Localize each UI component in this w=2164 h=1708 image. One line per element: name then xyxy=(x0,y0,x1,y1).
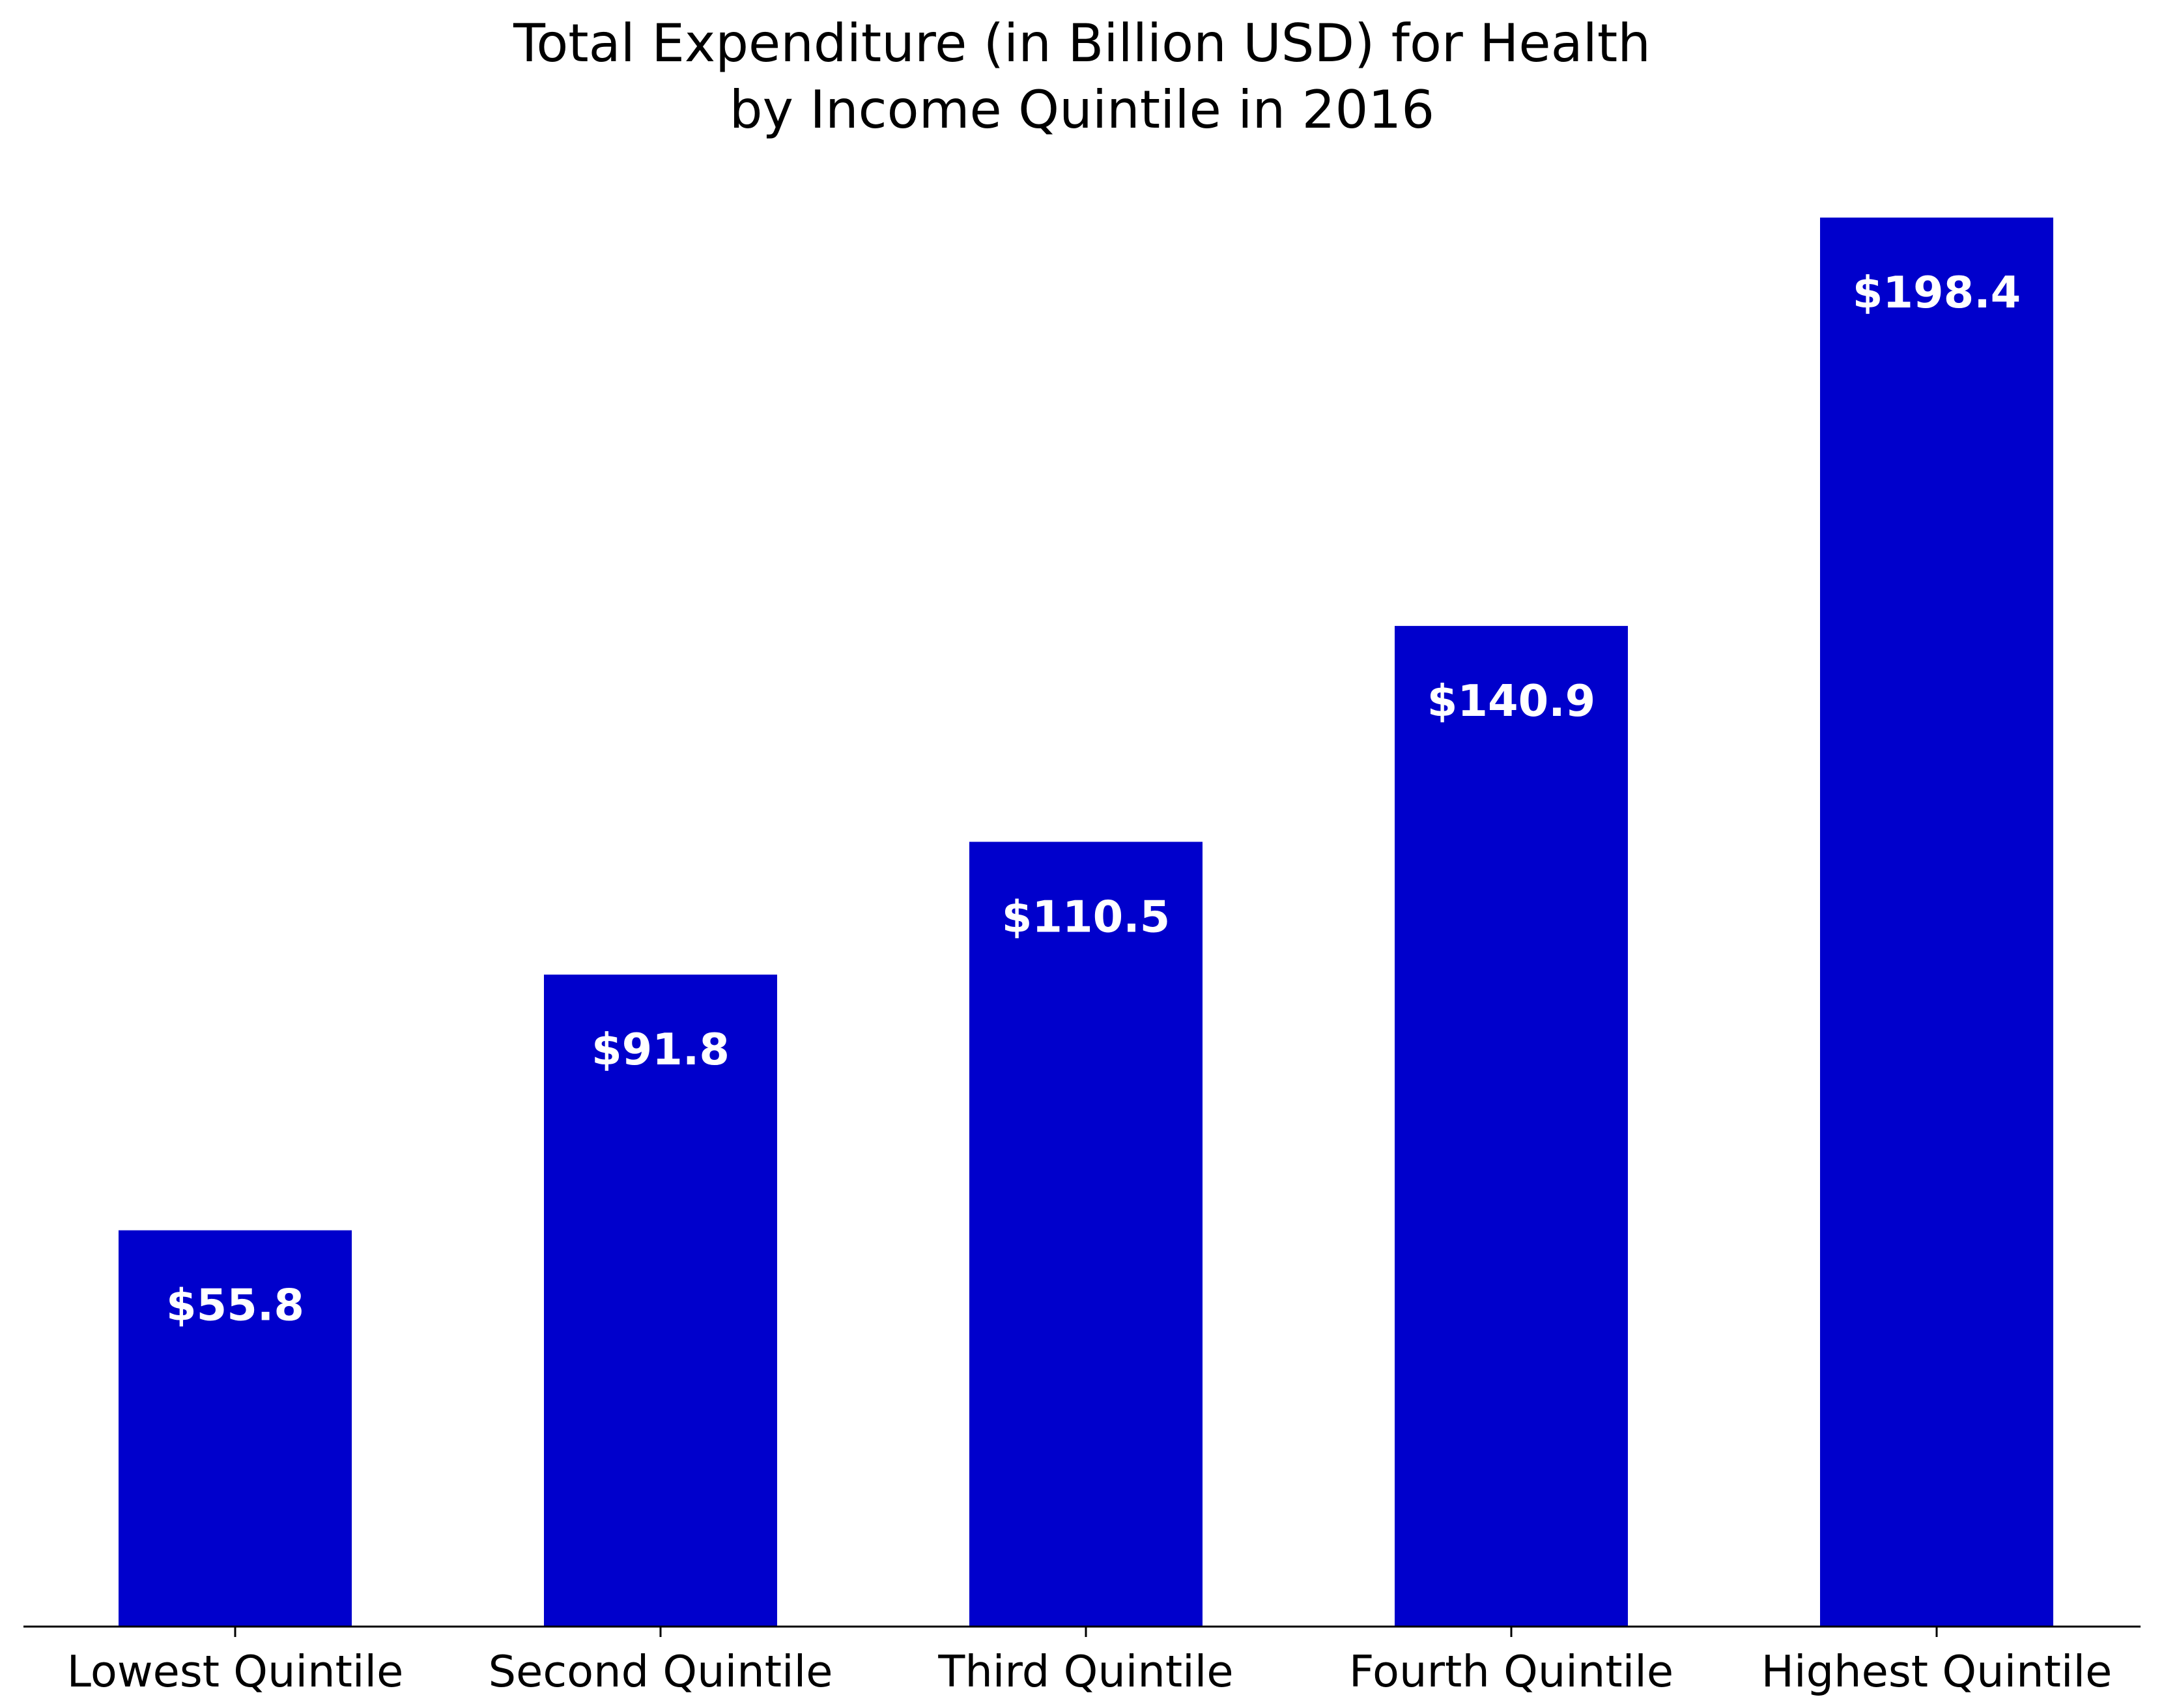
chart-title-line-2: by Income Quintile in 2016 xyxy=(730,79,1434,140)
data-label-third-quintile: $110.5 xyxy=(1002,891,1171,942)
x-tick-label-fourth-quintile: Fourth Quintile xyxy=(1349,1646,1673,1697)
chart-title-line-1: Total Expenditure (in Billion USD) for H… xyxy=(513,13,1651,74)
x-tick-label-second-quintile: Second Quintile xyxy=(489,1646,833,1697)
data-label-fourth-quintile: $140.9 xyxy=(1427,676,1596,726)
data-label-lowest-quintile: $55.8 xyxy=(166,1280,304,1331)
data-label-second-quintile: $91.8 xyxy=(591,1024,730,1075)
bar-third-quintile xyxy=(969,842,1203,1627)
bar-second-quintile xyxy=(544,975,777,1627)
x-ticks-layer: Lowest Quintile Second Quintile Third Quin… xyxy=(67,1627,2113,1697)
data-labels-layer: $55.8 $91.8 $110.5 $140.9 $198.4 xyxy=(166,267,2021,1331)
bar-fourth-quintile xyxy=(1395,625,1628,1627)
data-label-highest-quintile: $198.4 xyxy=(1853,267,2021,318)
x-tick-label-highest-quintile: Highest Quintile xyxy=(1761,1646,2113,1697)
bar-lowest-quintile xyxy=(119,1230,352,1627)
bars-layer xyxy=(119,218,2053,1627)
bar-highest-quintile xyxy=(1820,218,2053,1627)
x-tick-label-third-quintile: Third Quintile xyxy=(937,1646,1233,1697)
x-tick-label-lowest-quintile: Lowest Quintile xyxy=(67,1646,404,1697)
